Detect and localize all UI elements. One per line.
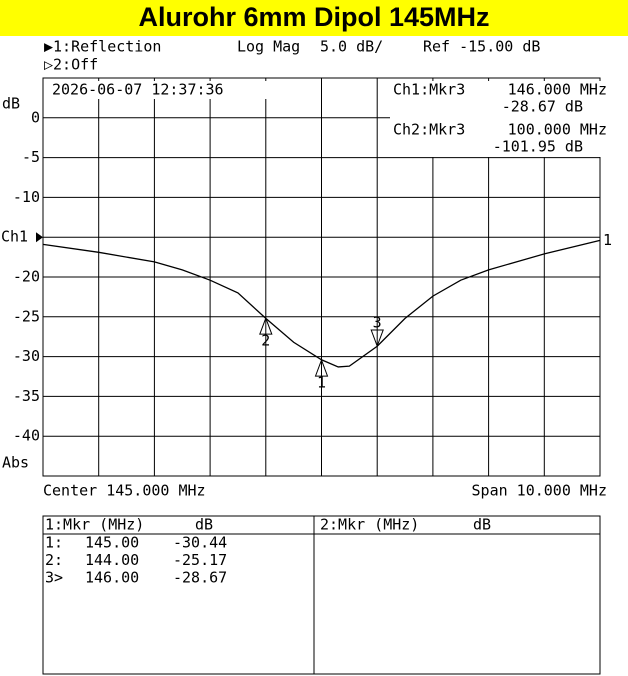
marker-freq: 144.00 (85, 551, 139, 569)
table-header: dB (195, 516, 213, 534)
marker (259, 316, 273, 335)
marker-freq: 146.00 (85, 569, 139, 587)
y-tick-label: -40 (13, 427, 40, 445)
timestamp: 2026-06-07 12:37:36 (52, 81, 224, 99)
trace-label: 1 (603, 231, 612, 249)
y-tick-label: -20 (13, 268, 40, 286)
title-bar (0, 0, 628, 36)
marker-freq: 145.00 (85, 534, 139, 552)
marker-value: -28.67 (173, 569, 227, 587)
center: Center 145.000 MHz (43, 482, 206, 500)
y-tick-label: -10 (13, 188, 40, 206)
readout-freq: 100.000 MHz (508, 121, 607, 139)
y-mode: Abs (2, 454, 29, 472)
marker-table (42, 515, 601, 675)
marker-value: -30.44 (173, 534, 227, 552)
table-header: dB (473, 516, 491, 534)
marker (314, 358, 329, 377)
format: Log Mag (237, 38, 300, 56)
readout-value: -101.95 dB (493, 138, 583, 156)
table-header: 2:Mkr (MHz) (320, 516, 419, 534)
readout-name: Ch2:Mkr3 (393, 121, 465, 139)
marker-id: 2: (45, 551, 63, 569)
y-tick-label: 0 (31, 108, 40, 126)
ref-arrow (36, 232, 43, 243)
marker-value: -25.17 (173, 551, 227, 569)
marker-id: 3> (45, 569, 63, 587)
scale: 5.0 dB/ (320, 38, 383, 56)
readout-freq: 146.000 MHz (508, 81, 607, 99)
marker-label: 1 (317, 374, 326, 392)
channel2: ▷2:Off (44, 56, 98, 74)
readout-value: -28.67 dB (502, 98, 583, 116)
y-tick-label: -30 (13, 347, 40, 365)
marker-label: 2 (261, 332, 270, 350)
marker-label: 3 (373, 314, 382, 332)
y-tick-label: -25 (13, 307, 40, 325)
y-unit: dB (2, 95, 20, 113)
readout-name: Ch1:Mkr3 (393, 81, 465, 99)
y-tick-label: -5 (22, 148, 40, 166)
label-bg (50, 81, 272, 99)
label-bg (390, 81, 608, 157)
title: Alurohr 6mm Dipol 145MHz (138, 2, 489, 32)
span: Span 10.000 MHz (472, 482, 607, 500)
trace (42, 239, 601, 368)
y-tick-label: -35 (13, 387, 40, 405)
channel1: ▶1:Reflection (44, 38, 161, 56)
marker (370, 329, 384, 348)
y-tick-label: Ch1 (1, 228, 28, 246)
table-header: 1:Mkr (MHz) (45, 516, 144, 534)
marker-id: 1: (45, 534, 63, 552)
reference: Ref -15.00 dB (423, 38, 540, 56)
